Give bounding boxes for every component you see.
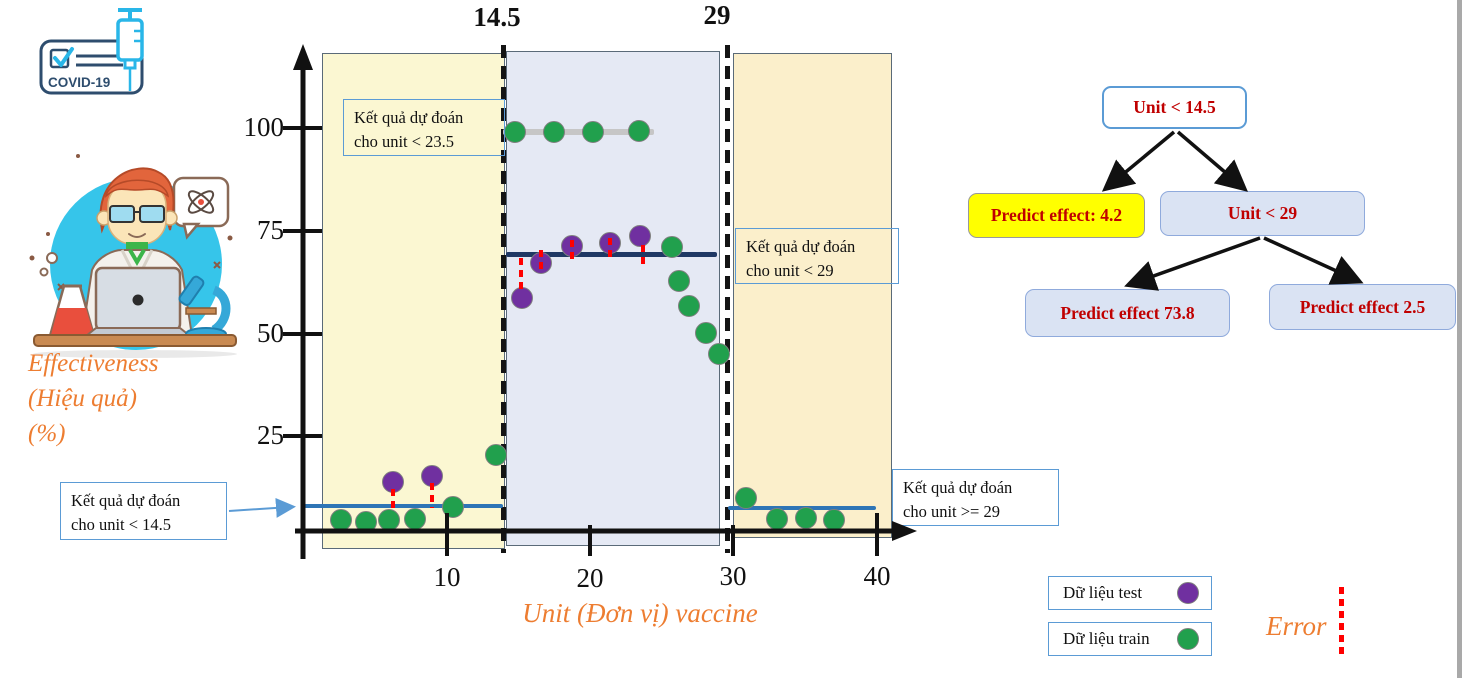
x-tick-40: 40 bbox=[863, 561, 891, 591]
error-label: Error bbox=[1266, 611, 1327, 641]
tree-leaf-predict-73.8: Predict effect 73.8 bbox=[1025, 289, 1230, 337]
annotation-line: Kết quả dự đoán bbox=[903, 478, 1013, 497]
split-line-29 bbox=[725, 45, 730, 553]
y-tick-75: 75 bbox=[257, 215, 284, 245]
error-dash-sample bbox=[1339, 587, 1344, 658]
legend-test-label: Dữ liệu test bbox=[1063, 583, 1143, 602]
y-axis-title-line2: (Hiệu quả) bbox=[28, 385, 137, 412]
annotation-predict-lt-14.5: Kết quả dự đoán cho unit < 14.5 bbox=[60, 482, 227, 540]
annotation-arrow-lt-14.5 bbox=[228, 497, 296, 518]
speech-bubble-atom-icon bbox=[172, 176, 230, 240]
region-unit-14.5-to-29 bbox=[506, 51, 720, 546]
scientist-illustration bbox=[29, 154, 237, 358]
x-tick-20: 20 bbox=[576, 563, 604, 593]
x-tick-10: 10 bbox=[433, 562, 461, 592]
y-axis-title: Effectiveness (Hiệu quả) (%) bbox=[28, 346, 159, 451]
region-unit-ge-29 bbox=[733, 53, 892, 538]
annotation-line: Kết quả dự đoán bbox=[746, 237, 856, 256]
threshold-label-14.5: 14.5 bbox=[473, 2, 521, 32]
x-tick-30: 30 bbox=[719, 561, 747, 591]
laptop-icon bbox=[83, 266, 193, 337]
y-axis-title-line1: Effectiveness bbox=[28, 350, 159, 377]
x-axis-title: Unit (Đơn vị) vaccine bbox=[522, 598, 758, 628]
tree-root-node: Unit < 14.5 bbox=[1102, 86, 1247, 129]
tree-arrow-29-left bbox=[1124, 236, 1261, 291]
threshold-label-29: 29 bbox=[703, 0, 731, 30]
tree-arrow-root-left bbox=[1101, 130, 1176, 192]
badge-text: COVID-19 bbox=[48, 75, 110, 90]
test-dot-swatch bbox=[1177, 582, 1199, 604]
train-dot-swatch bbox=[1177, 628, 1199, 650]
legend-train: Dữ liệu train bbox=[1048, 622, 1212, 656]
region-unit-lt-14.5 bbox=[322, 53, 505, 549]
tree-arrow-29-right bbox=[1263, 236, 1364, 285]
annotation-line: cho unit < 14.5 bbox=[71, 514, 172, 534]
checkbox-icon bbox=[49, 48, 70, 69]
annotation-predict-ge-29: Kết quả dự đoán cho unit >= 29 bbox=[892, 469, 1059, 526]
tree-node-unit-lt-29: Unit < 29 bbox=[1160, 191, 1365, 236]
syringe-icon bbox=[116, 8, 144, 91]
tree-leaf-predict-2.5: Predict effect 2.5 bbox=[1269, 284, 1456, 330]
check-icon bbox=[53, 47, 74, 67]
annotation-line: Kết quả dự đoán bbox=[71, 491, 181, 510]
annotation-line: cho unit < 29 bbox=[746, 260, 834, 280]
annotation-predict-lt-23.5: Kết quả dự đoán cho unit < 23.5 bbox=[343, 99, 505, 156]
y-tick-25: 25 bbox=[257, 420, 284, 450]
y-tick-50: 50 bbox=[257, 318, 284, 348]
scientist-head bbox=[96, 167, 178, 245]
annotation-line: Kết quả dự đoán bbox=[354, 108, 464, 127]
y-axis-arrowhead bbox=[293, 44, 313, 70]
annotation-predict-lt-29: Kết quả dự đoán cho unit < 29 bbox=[735, 228, 899, 284]
covid-vaccine-badge-illustration: COVID-19 bbox=[39, 8, 144, 95]
annotation-line: cho unit >= 29 bbox=[903, 501, 1000, 521]
tree-leaf-predict-4.2: Predict effect: 4.2 bbox=[968, 193, 1145, 238]
y-tick-100: 100 bbox=[243, 112, 285, 142]
legend-test: Dữ liệu test bbox=[1048, 576, 1212, 610]
annotation-line: cho unit < 23.5 bbox=[354, 131, 455, 151]
glasses-icon bbox=[109, 205, 165, 223]
desk bbox=[33, 334, 237, 358]
y-axis-title-line3: (%) bbox=[28, 420, 66, 447]
legend-train-label: Dữ liệu train bbox=[1063, 629, 1150, 648]
tree-arrow-root-right bbox=[1176, 130, 1248, 192]
split-line-14.5 bbox=[501, 45, 506, 553]
slide-right-edge bbox=[1457, 0, 1462, 678]
